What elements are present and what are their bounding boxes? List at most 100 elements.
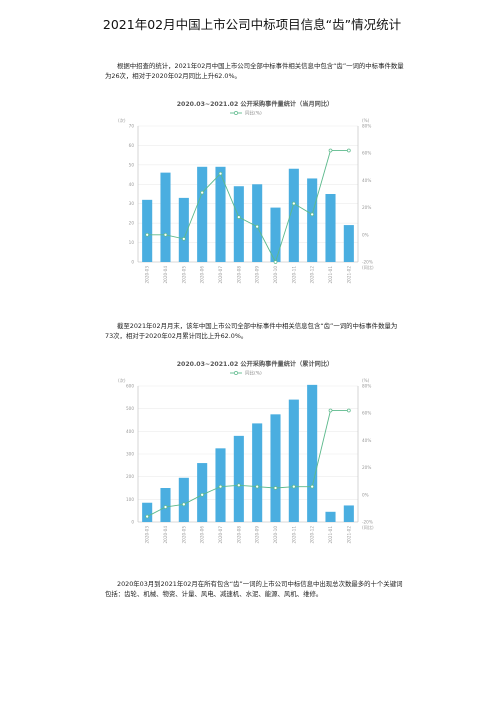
bar-2020-09 bbox=[252, 184, 263, 262]
x-tick-label: 2020-04 bbox=[163, 266, 168, 284]
yoy-point-2021-01 bbox=[328, 148, 333, 153]
y-left-tick-label: 100 bbox=[126, 497, 134, 502]
bar-2020-10 bbox=[270, 207, 281, 262]
legend-label: 同比(%) bbox=[245, 370, 262, 377]
bar-2020-12 bbox=[307, 178, 318, 262]
yoy-point-2020-03 bbox=[145, 232, 150, 237]
yoy-point-2020-10 bbox=[273, 486, 278, 490]
bar-2020-08 bbox=[233, 435, 244, 522]
paragraph-2: 截至2021年02月月末，该年中国上市公司全部中标事件中相关信息包含“齿”一词的… bbox=[105, 322, 398, 340]
y-right-tick-label: 80% bbox=[362, 124, 371, 129]
y-right-tick-label: 80% bbox=[362, 384, 371, 389]
x-tick-label: 2021-02 bbox=[346, 526, 351, 544]
left-axis-unit: (次) bbox=[118, 117, 126, 124]
chart-monthly-svg: 2020.03~2021.02 公开采购事件量统计（当月同比） 同比(%) (次) (… bbox=[118, 100, 374, 284]
page-title: 2021年02月中国上市公司中标项目信息“齿”情况统计 bbox=[102, 17, 402, 32]
x-tick-label: 2020-06 bbox=[200, 266, 205, 284]
right-axis-name: (同比) bbox=[362, 264, 374, 271]
right-axis-name: (同比) bbox=[362, 524, 374, 531]
y-right-tick-label: 20% bbox=[362, 205, 371, 210]
yoy-point-2020-06 bbox=[200, 190, 205, 195]
y-left-tick-label: 600 bbox=[126, 384, 134, 389]
yoy-point-2020-11 bbox=[291, 484, 296, 489]
x-tick-label: 2020-12 bbox=[310, 526, 315, 544]
chart-cumulative: 2020.03~2021.02 公开采购事件量统计（累计同比） 同比(%) (次) (… bbox=[110, 356, 400, 546]
yoy-point-2020-03 bbox=[145, 514, 150, 519]
bar-2020-10 bbox=[270, 414, 281, 522]
x-tick-label: 2021-01 bbox=[328, 266, 333, 284]
bar-2020-03 bbox=[142, 199, 153, 262]
y-left-tick-label: 20 bbox=[129, 221, 135, 226]
yoy-point-2021-01 bbox=[328, 408, 333, 413]
y-left-tick-label: 70 bbox=[129, 124, 135, 129]
x-tick-label: 2020-04 bbox=[163, 526, 168, 544]
yoy-point-2020-06 bbox=[200, 492, 205, 497]
bar-2021-01 bbox=[325, 194, 336, 262]
y-left-tick-label: 10 bbox=[129, 240, 135, 245]
yoy-point-2020-12 bbox=[310, 212, 315, 217]
paragraph-3: 2020年03月到2021年02月在所有包含“齿”一词的上市公司中标信息中出现总… bbox=[105, 580, 403, 598]
y-left-tick-label: 500 bbox=[126, 406, 134, 411]
bar-2020-04 bbox=[160, 172, 171, 262]
y-right-tick-label: 60% bbox=[362, 151, 371, 156]
x-tick-label: 2020-11 bbox=[291, 266, 296, 284]
x-tick-label: 2020-07 bbox=[218, 266, 223, 284]
y-left-tick-label: 400 bbox=[126, 429, 134, 434]
x-tick-label: 2020-05 bbox=[181, 266, 186, 284]
yoy-point-2020-11 bbox=[291, 201, 296, 206]
x-tick-label: 2020-08 bbox=[236, 266, 241, 284]
yoy-point-2021-02 bbox=[346, 148, 351, 153]
bar-2020-12 bbox=[307, 384, 318, 522]
bar-2020-05 bbox=[178, 477, 189, 522]
legend-marker bbox=[234, 371, 238, 375]
x-tick-label: 2021-02 bbox=[346, 266, 351, 284]
y-left-tick-label: 50 bbox=[129, 162, 135, 167]
yoy-point-2020-10 bbox=[273, 260, 278, 264]
bar-2020-04 bbox=[160, 488, 171, 522]
legend-marker bbox=[234, 111, 238, 115]
bar-2021-02 bbox=[343, 505, 354, 522]
bar-2020-06 bbox=[197, 166, 208, 262]
yoy-series-line bbox=[147, 150, 349, 264]
y-right-tick-label: 60% bbox=[362, 411, 371, 416]
y-right-tick-label: 0% bbox=[362, 492, 369, 497]
y-left-tick-label: 30 bbox=[129, 201, 135, 206]
right-axis-unit: (%) bbox=[362, 378, 370, 383]
y-left-tick-label: 300 bbox=[126, 452, 134, 457]
x-tick-label: 2020-03 bbox=[145, 266, 150, 284]
y-left-tick-label: 40 bbox=[129, 182, 135, 187]
yoy-point-2020-12 bbox=[310, 484, 315, 489]
y-left-tick-label: 0 bbox=[131, 260, 134, 265]
y-right-tick-label: 40% bbox=[362, 438, 371, 443]
x-tick-label: 2020-06 bbox=[200, 526, 205, 544]
yoy-point-2020-04 bbox=[163, 232, 168, 237]
yoy-series-line bbox=[146, 410, 349, 517]
bar-2020-07 bbox=[215, 166, 226, 262]
x-tick-label: 2020-03 bbox=[145, 526, 150, 544]
x-tick-label: 2020-09 bbox=[255, 526, 260, 544]
yoy-point-2020-08 bbox=[236, 483, 241, 488]
chart-cumulative-svg: 2020.03~2021.02 公开采购事件量统计（累计同比） 同比(%) (次) (… bbox=[118, 360, 374, 544]
yoy-point-2020-07 bbox=[218, 484, 223, 489]
y-right-tick-label: 20% bbox=[362, 465, 371, 470]
bar-2020-06 bbox=[197, 463, 208, 522]
right-axis-unit: (%) bbox=[362, 118, 370, 123]
y-right-tick-label: 0% bbox=[362, 232, 369, 237]
x-tick-label: 2020-07 bbox=[218, 526, 223, 544]
yoy-point-2020-05 bbox=[181, 502, 186, 507]
yoy-point-2020-09 bbox=[255, 484, 260, 489]
bar-2021-01 bbox=[325, 511, 336, 522]
bar-2020-08 bbox=[233, 186, 244, 262]
y-right-tick-label: 40% bbox=[362, 178, 371, 183]
yoy-point-2020-08 bbox=[236, 215, 241, 219]
yoy-point-2020-04 bbox=[163, 505, 168, 509]
bar-2020-11 bbox=[288, 168, 299, 262]
left-axis-unit: (次) bbox=[118, 377, 126, 384]
x-tick-label: 2020-11 bbox=[291, 526, 296, 544]
bar-2020-09 bbox=[252, 423, 263, 522]
yoy-point-2020-09 bbox=[255, 224, 260, 229]
bar-2020-11 bbox=[288, 399, 299, 522]
x-tick-label: 2020-05 bbox=[181, 526, 186, 544]
paragraph-1: 根据中招查的统计，2021年02月中国上市公司全部中标事件相关信息中包含“齿”一… bbox=[105, 62, 404, 80]
y-right-tick-label: -20% bbox=[362, 260, 373, 265]
